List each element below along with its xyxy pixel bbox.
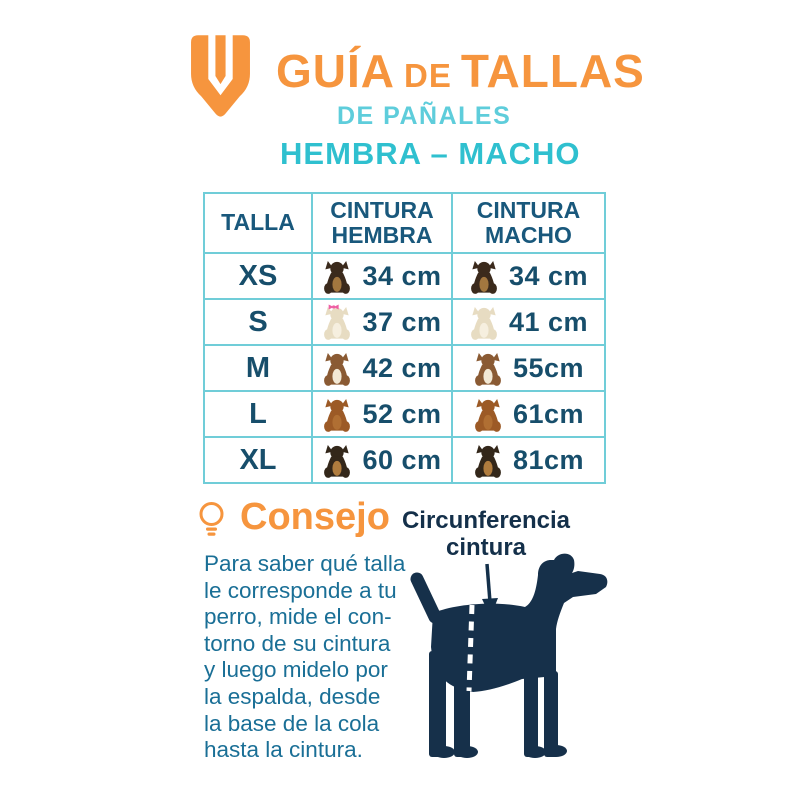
size-label: S (203, 298, 313, 346)
macho-value-cell: 61cm (451, 390, 606, 438)
title-tallas: TALLAS (460, 45, 645, 97)
title-guia: GUÍA (276, 45, 395, 97)
waist-value: 55cm (512, 352, 585, 383)
bow-icon (329, 304, 340, 310)
macho-value-cell: 55cm (451, 344, 606, 392)
tip-heading: Consejo (240, 496, 390, 538)
brand-shield-logo (191, 33, 250, 117)
dog-icon-cocker-spaniel (324, 399, 351, 432)
dog-silhouette (410, 553, 608, 758)
macho-value-cell: 34 cm (451, 252, 606, 300)
col-header-cintura-hembra-label: CINTURA HEMBRA (330, 196, 434, 248)
size-label: L (203, 390, 313, 438)
table-row-xl: XL 60 cm 81cm (203, 436, 606, 484)
col-header-cintura-hembra: CINTURA HEMBRA (311, 192, 453, 254)
page-title: GUÍA DE TALLAS (276, 44, 645, 98)
figure-label: Circunferencia cintura (401, 507, 571, 561)
col-header-talla: TALLA (203, 192, 313, 254)
hembra-value-cell: 52 cm (311, 390, 453, 438)
waist-value: 34 cm (362, 260, 442, 291)
waist-value: 42 cm (362, 352, 442, 383)
waist-value: 37 cm (362, 306, 442, 337)
macho-value-cell: 41 cm (451, 298, 606, 346)
dog-icon-chihuahua (324, 261, 351, 294)
size-label: M (203, 344, 313, 392)
dog-icon-beagle (475, 353, 501, 386)
waist-value: 41 cm (508, 306, 589, 337)
tip-body-text: Para saber qué talla le corresponde a tu… (204, 551, 406, 763)
waist-value: 52 cm (362, 398, 442, 429)
col-header-cintura-macho: CINTURA MACHO (451, 192, 606, 254)
hembra-value-cell: 42 cm (311, 344, 453, 392)
size-label: XS (203, 252, 313, 300)
dog-tail (410, 572, 442, 624)
waist-value: 60 cm (362, 444, 442, 475)
waist-value: 81cm (512, 444, 585, 475)
gender-heading: HEMBRA – MACHO (280, 136, 581, 171)
table-row-s: S 37 cm 41 cm (203, 298, 606, 346)
waist-value: 61cm (512, 398, 585, 429)
lightbulb-icon (199, 502, 224, 536)
dog-icon-maltese (324, 304, 351, 340)
table-row-l: L 52 cm 61cm (203, 390, 606, 438)
waist-value: 34 cm (508, 260, 589, 291)
hembra-value-cell: 37 cm (311, 298, 453, 346)
dog-icon-german-shepherd (475, 445, 501, 478)
table-row-xs: XS 34 cm 34 cm (203, 252, 606, 300)
macho-value-cell: 81cm (451, 436, 606, 484)
dog-icon-maltese (471, 307, 497, 340)
waist-dashed-line (466, 604, 475, 692)
dog-icon-beagle (324, 353, 351, 386)
table-header-row: TALLA CINTURA HEMBRA CINTURA MACHO (203, 192, 606, 254)
size-table: TALLA CINTURA HEMBRA CINTURA MACHO XS 34… (203, 192, 606, 484)
dog-icon-chihuahua (471, 261, 497, 294)
dog-body (431, 553, 608, 692)
dog-icon-cocker-spaniel (475, 399, 501, 432)
subtitle: DE PAÑALES (337, 102, 512, 130)
dog-icon-german-shepherd (324, 445, 351, 478)
size-label: XL (203, 436, 313, 484)
title-de: DE (404, 57, 452, 94)
hembra-value-cell: 60 cm (311, 436, 453, 484)
col-header-talla-label: TALLA (221, 209, 295, 236)
hembra-value-cell: 34 cm (311, 252, 453, 300)
measurement-figure: Circunferencia cintura (398, 504, 678, 794)
col-header-cintura-macho-label: CINTURA MACHO (476, 196, 581, 248)
table-row-m: M 42 cm 55cm (203, 344, 606, 392)
